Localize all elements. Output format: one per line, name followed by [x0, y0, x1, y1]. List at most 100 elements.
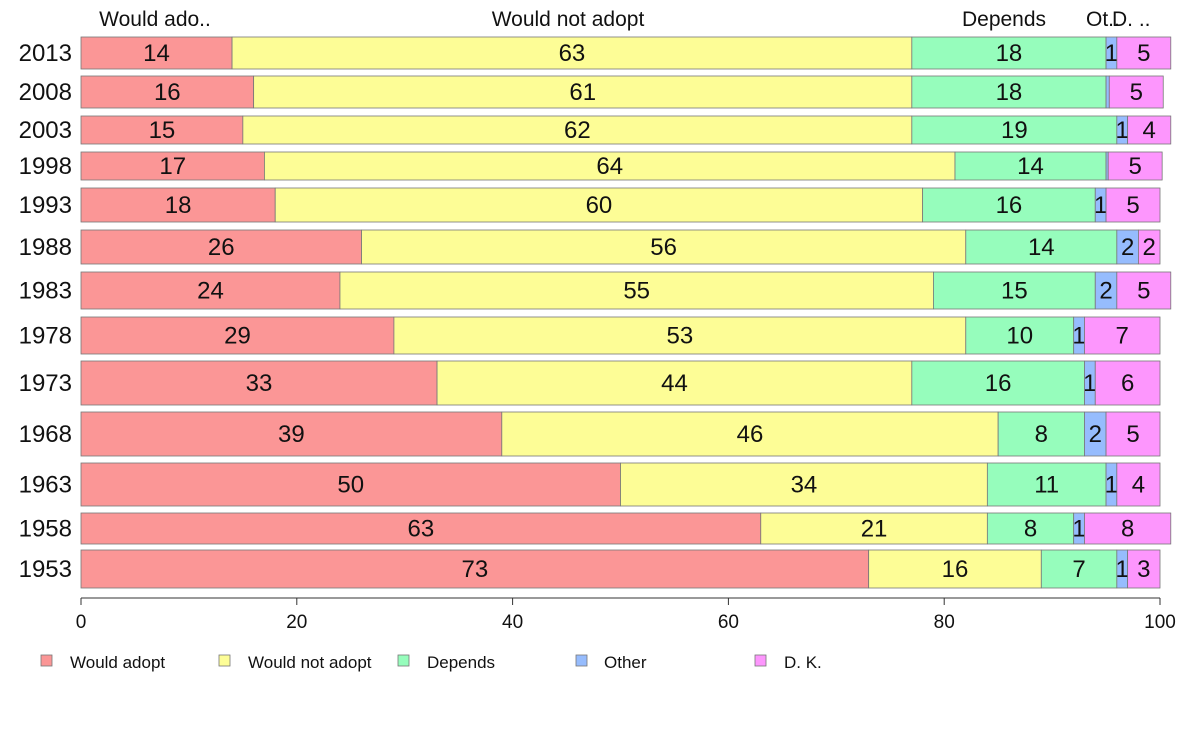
bar-row: 2003 15 62 19 1 4 [19, 115, 1172, 145]
data-label: 55 [623, 278, 650, 305]
data-label: 1 [1072, 516, 1085, 543]
data-label: 5 [1129, 153, 1142, 180]
bar-segment-dk [1116, 462, 1161, 507]
data-label: 63 [559, 40, 586, 67]
data-label: 33 [246, 370, 273, 397]
data-label: 1 [1105, 472, 1118, 499]
bar-segment-would-adopt [80, 411, 503, 457]
bar-row: 1963 50 34 11 1 4 [19, 462, 1161, 507]
data-label: 19 [1001, 117, 1028, 144]
data-label: 18 [996, 79, 1023, 106]
data-label: 26 [208, 234, 235, 261]
bar-segment-would-adopt [80, 75, 255, 109]
data-label: 61 [569, 79, 596, 106]
legend-label: Would not adopt [248, 653, 372, 672]
bar-row: 1993 18 60 16 1 5 [19, 187, 1161, 223]
data-label: 15 [1001, 278, 1028, 305]
data-label: 11 [1034, 472, 1059, 499]
data-label: 1 [1105, 40, 1118, 67]
data-label: 2 [1143, 234, 1156, 261]
bar-row: 1973 33 44 16 1 6 [19, 360, 1161, 406]
bar-segment-dk [1127, 115, 1172, 145]
data-label: 44 [661, 370, 688, 397]
bar-segment-dk [1116, 271, 1172, 310]
bar-segment-dk [1105, 187, 1161, 223]
data-label: 15 [149, 117, 176, 144]
tick-label: 40 [502, 612, 523, 633]
bar-segment-would-not-adopt [620, 462, 988, 507]
data-label: 16 [942, 556, 969, 583]
bar-segment-would-not-adopt [760, 512, 988, 545]
column-header: Ot.. [1086, 8, 1120, 31]
data-label: 16 [996, 192, 1023, 219]
column-header: D. .. [1112, 8, 1151, 31]
data-label: 21 [861, 516, 888, 543]
data-label: 5 [1130, 79, 1143, 106]
bar-row: 1998 17 64 14 5 [19, 151, 1163, 181]
data-label: 56 [650, 234, 677, 261]
bar-segment-depends [997, 411, 1085, 457]
bar-segment-dk [1084, 316, 1161, 355]
bar-segment-depends [965, 229, 1118, 265]
x-axis: 0 20 40 60 80 100 [76, 597, 1176, 633]
bar-segment-depends [911, 360, 1085, 406]
data-label: 5 [1137, 278, 1150, 305]
data-label: 2 [1121, 234, 1134, 261]
data-label: 3 [1137, 556, 1150, 583]
bar-segment-dk [1116, 36, 1172, 70]
data-label: 29 [224, 323, 251, 350]
bar-row: 1988 26 56 14 2 2 [19, 229, 1161, 265]
data-label: 17 [159, 153, 186, 180]
data-label: 16 [154, 79, 181, 106]
data-label: 46 [737, 421, 764, 448]
bar-segment-depends [911, 115, 1118, 145]
bar-row: 1958 63 21 8 1 8 [19, 512, 1172, 545]
data-label: 4 [1143, 117, 1156, 144]
data-label: 14 [1017, 153, 1044, 180]
bar-row: 1953 73 16 7 1 3 [19, 549, 1161, 589]
bar-segment-dk [1127, 549, 1161, 589]
data-label: 5 [1126, 192, 1139, 219]
bar-segment-dk [1107, 151, 1163, 181]
row-label: 1988 [19, 234, 72, 261]
data-label: 5 [1137, 40, 1150, 67]
bar-segment-would-not-adopt [339, 271, 934, 310]
row-label: 1963 [19, 472, 72, 499]
data-label: 8 [1121, 516, 1134, 543]
data-label: 64 [596, 153, 623, 180]
bar-row: 2008 16 61 18 5 [19, 75, 1164, 109]
data-label: 1 [1083, 370, 1096, 397]
data-label: 62 [564, 117, 591, 144]
data-label: 1 [1072, 323, 1085, 350]
bar-segment-would-adopt [80, 512, 762, 545]
data-label: 2 [1099, 278, 1112, 305]
row-label: 2013 [19, 40, 72, 67]
data-label: 1 [1094, 192, 1107, 219]
legend-swatch-would-not-adopt [218, 654, 231, 667]
bar-segment-depends [911, 75, 1107, 109]
bar-row: 1983 24 55 15 2 5 [19, 271, 1172, 310]
bar-row: 2013 14 63 18 1 5 [19, 36, 1172, 70]
bar-segment-would-adopt [80, 360, 438, 406]
row-label: 2003 [19, 117, 72, 144]
data-label: 4 [1132, 472, 1145, 499]
data-label: 6 [1121, 370, 1134, 397]
bar-segment-would-not-adopt [361, 229, 967, 265]
data-label: 18 [165, 192, 192, 219]
bar-row: 1978 29 53 10 1 7 [19, 316, 1161, 355]
bar-segment-dk [1138, 229, 1161, 265]
bar-segment-depends [922, 187, 1096, 223]
row-label: 1993 [19, 192, 72, 219]
data-label: 1 [1116, 117, 1129, 144]
column-header: Depends [962, 8, 1046, 31]
bar-segment-depends [933, 271, 1096, 310]
bar-segment-depends [954, 151, 1107, 181]
bar-segment-would-adopt [80, 151, 265, 181]
bar-segment-would-not-adopt [501, 411, 999, 457]
bar-segment-dk [1084, 512, 1172, 545]
bar-row: 1968 39 46 8 2 5 [19, 411, 1161, 457]
data-label: 8 [1035, 421, 1048, 448]
column-header: Would ado.. [99, 8, 211, 31]
